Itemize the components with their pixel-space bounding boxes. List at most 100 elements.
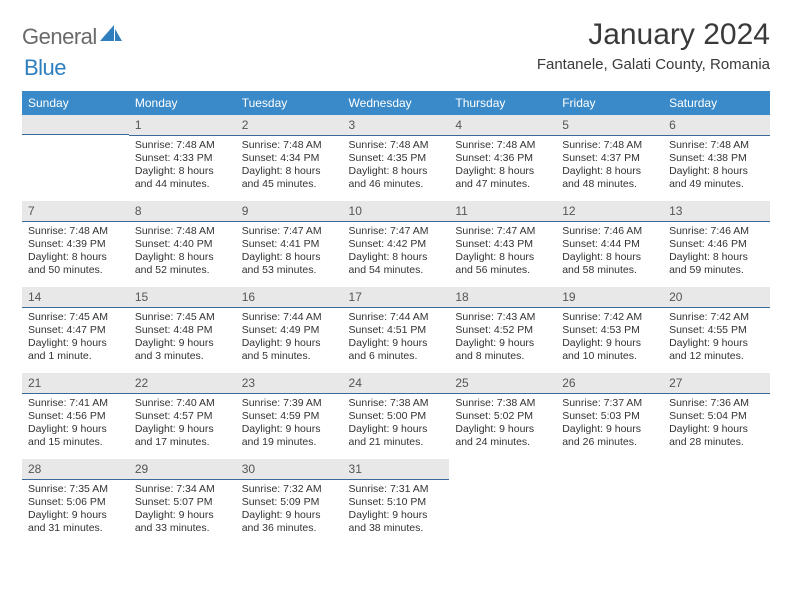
day-cell: 2Sunrise: 7:48 AMSunset: 4:34 PMDaylight… <box>236 115 343 201</box>
day-number: 29 <box>129 459 236 480</box>
day-cell: 7Sunrise: 7:48 AMSunset: 4:39 PMDaylight… <box>22 201 129 287</box>
daylight-text: Daylight: 8 hours and 53 minutes. <box>242 251 337 277</box>
daylight-text: Daylight: 8 hours and 49 minutes. <box>669 165 764 191</box>
day-cell <box>22 115 129 201</box>
day-cell: 16Sunrise: 7:44 AMSunset: 4:49 PMDayligh… <box>236 287 343 373</box>
daylight-text: Daylight: 8 hours and 45 minutes. <box>242 165 337 191</box>
week-row: 1Sunrise: 7:48 AMSunset: 4:33 PMDaylight… <box>22 115 770 201</box>
sunrise-text: Sunrise: 7:38 AM <box>455 397 550 410</box>
daylight-text: Daylight: 9 hours and 19 minutes. <box>242 423 337 449</box>
day-cell: 10Sunrise: 7:47 AMSunset: 4:42 PMDayligh… <box>343 201 450 287</box>
day-number: 4 <box>449 115 556 136</box>
col-header: Thursday <box>449 91 556 115</box>
day-details: Sunrise: 7:48 AMSunset: 4:38 PMDaylight:… <box>663 136 770 196</box>
empty-daynum <box>22 115 129 135</box>
sunrise-text: Sunrise: 7:34 AM <box>135 483 230 496</box>
day-cell: 21Sunrise: 7:41 AMSunset: 4:56 PMDayligh… <box>22 373 129 459</box>
sunset-text: Sunset: 4:41 PM <box>242 238 337 251</box>
col-header: Monday <box>129 91 236 115</box>
day-number: 1 <box>129 115 236 136</box>
daylight-text: Daylight: 9 hours and 36 minutes. <box>242 509 337 535</box>
day-details: Sunrise: 7:48 AMSunset: 4:37 PMDaylight:… <box>556 136 663 196</box>
brand-part2: Blue <box>24 55 66 80</box>
day-cell: 5Sunrise: 7:48 AMSunset: 4:37 PMDaylight… <box>556 115 663 201</box>
sunrise-text: Sunrise: 7:40 AM <box>135 397 230 410</box>
day-details: Sunrise: 7:47 AMSunset: 4:41 PMDaylight:… <box>236 222 343 282</box>
day-cell: 31Sunrise: 7:31 AMSunset: 5:10 PMDayligh… <box>343 459 450 545</box>
day-number: 22 <box>129 373 236 394</box>
sunrise-text: Sunrise: 7:48 AM <box>28 225 123 238</box>
day-number: 2 <box>236 115 343 136</box>
day-details: Sunrise: 7:47 AMSunset: 4:43 PMDaylight:… <box>449 222 556 282</box>
day-details: Sunrise: 7:38 AMSunset: 5:00 PMDaylight:… <box>343 394 450 454</box>
day-details: Sunrise: 7:43 AMSunset: 4:52 PMDaylight:… <box>449 308 556 368</box>
sunset-text: Sunset: 4:38 PM <box>669 152 764 165</box>
daylight-text: Daylight: 8 hours and 59 minutes. <box>669 251 764 277</box>
calendar-table: Sunday Monday Tuesday Wednesday Thursday… <box>22 91 770 545</box>
sunrise-text: Sunrise: 7:45 AM <box>28 311 123 324</box>
sunrise-text: Sunrise: 7:48 AM <box>242 139 337 152</box>
sail-icon <box>100 25 122 48</box>
day-number: 14 <box>22 287 129 308</box>
daylight-text: Daylight: 8 hours and 56 minutes. <box>455 251 550 277</box>
sunrise-text: Sunrise: 7:48 AM <box>562 139 657 152</box>
sunset-text: Sunset: 4:46 PM <box>669 238 764 251</box>
sunset-text: Sunset: 5:07 PM <box>135 496 230 509</box>
sunset-text: Sunset: 4:51 PM <box>349 324 444 337</box>
day-cell: 9Sunrise: 7:47 AMSunset: 4:41 PMDaylight… <box>236 201 343 287</box>
col-header: Friday <box>556 91 663 115</box>
day-cell: 23Sunrise: 7:39 AMSunset: 4:59 PMDayligh… <box>236 373 343 459</box>
sunrise-text: Sunrise: 7:42 AM <box>562 311 657 324</box>
day-details: Sunrise: 7:48 AMSunset: 4:39 PMDaylight:… <box>22 222 129 282</box>
daylight-text: Daylight: 8 hours and 48 minutes. <box>562 165 657 191</box>
daylight-text: Daylight: 8 hours and 52 minutes. <box>135 251 230 277</box>
sunset-text: Sunset: 5:03 PM <box>562 410 657 423</box>
day-cell: 26Sunrise: 7:37 AMSunset: 5:03 PMDayligh… <box>556 373 663 459</box>
day-cell: 17Sunrise: 7:44 AMSunset: 4:51 PMDayligh… <box>343 287 450 373</box>
daylight-text: Daylight: 9 hours and 24 minutes. <box>455 423 550 449</box>
day-details: Sunrise: 7:39 AMSunset: 4:59 PMDaylight:… <box>236 394 343 454</box>
sunset-text: Sunset: 4:49 PM <box>242 324 337 337</box>
daylight-text: Daylight: 8 hours and 44 minutes. <box>135 165 230 191</box>
day-details: Sunrise: 7:45 AMSunset: 4:48 PMDaylight:… <box>129 308 236 368</box>
brand-part1: General <box>22 24 97 50</box>
day-details: Sunrise: 7:48 AMSunset: 4:34 PMDaylight:… <box>236 136 343 196</box>
col-header: Tuesday <box>236 91 343 115</box>
day-number: 28 <box>22 459 129 480</box>
day-number: 17 <box>343 287 450 308</box>
sunrise-text: Sunrise: 7:43 AM <box>455 311 550 324</box>
sunrise-text: Sunrise: 7:48 AM <box>455 139 550 152</box>
day-cell: 11Sunrise: 7:47 AMSunset: 4:43 PMDayligh… <box>449 201 556 287</box>
day-cell: 4Sunrise: 7:48 AMSunset: 4:36 PMDaylight… <box>449 115 556 201</box>
day-cell: 1Sunrise: 7:48 AMSunset: 4:33 PMDaylight… <box>129 115 236 201</box>
day-number: 11 <box>449 201 556 222</box>
sunrise-text: Sunrise: 7:48 AM <box>669 139 764 152</box>
daylight-text: Daylight: 9 hours and 12 minutes. <box>669 337 764 363</box>
day-number: 31 <box>343 459 450 480</box>
sunrise-text: Sunrise: 7:37 AM <box>562 397 657 410</box>
day-cell: 28Sunrise: 7:35 AMSunset: 5:06 PMDayligh… <box>22 459 129 545</box>
daylight-text: Daylight: 9 hours and 5 minutes. <box>242 337 337 363</box>
day-number: 25 <box>449 373 556 394</box>
week-row: 7Sunrise: 7:48 AMSunset: 4:39 PMDaylight… <box>22 201 770 287</box>
day-cell: 15Sunrise: 7:45 AMSunset: 4:48 PMDayligh… <box>129 287 236 373</box>
sunset-text: Sunset: 4:52 PM <box>455 324 550 337</box>
day-details: Sunrise: 7:40 AMSunset: 4:57 PMDaylight:… <box>129 394 236 454</box>
day-details: Sunrise: 7:35 AMSunset: 5:06 PMDaylight:… <box>22 480 129 540</box>
sunset-text: Sunset: 4:48 PM <box>135 324 230 337</box>
day-number: 19 <box>556 287 663 308</box>
day-cell: 19Sunrise: 7:42 AMSunset: 4:53 PMDayligh… <box>556 287 663 373</box>
sunset-text: Sunset: 4:40 PM <box>135 238 230 251</box>
sunrise-text: Sunrise: 7:47 AM <box>349 225 444 238</box>
daylight-text: Daylight: 8 hours and 46 minutes. <box>349 165 444 191</box>
day-cell: 22Sunrise: 7:40 AMSunset: 4:57 PMDayligh… <box>129 373 236 459</box>
sunset-text: Sunset: 5:00 PM <box>349 410 444 423</box>
sunset-text: Sunset: 4:33 PM <box>135 152 230 165</box>
day-number: 15 <box>129 287 236 308</box>
sunrise-text: Sunrise: 7:35 AM <box>28 483 123 496</box>
day-details: Sunrise: 7:36 AMSunset: 5:04 PMDaylight:… <box>663 394 770 454</box>
daylight-text: Daylight: 9 hours and 8 minutes. <box>455 337 550 363</box>
daylight-text: Daylight: 9 hours and 28 minutes. <box>669 423 764 449</box>
week-row: 21Sunrise: 7:41 AMSunset: 4:56 PMDayligh… <box>22 373 770 459</box>
daylight-text: Daylight: 8 hours and 47 minutes. <box>455 165 550 191</box>
